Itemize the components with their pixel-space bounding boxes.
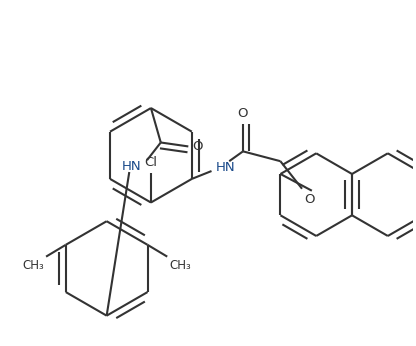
Text: O: O xyxy=(304,193,314,206)
Text: CH₃: CH₃ xyxy=(169,258,191,272)
Text: HN: HN xyxy=(215,161,235,174)
Text: HN: HN xyxy=(121,160,141,173)
Text: O: O xyxy=(238,107,248,120)
Text: Cl: Cl xyxy=(144,156,157,169)
Text: O: O xyxy=(192,140,203,153)
Text: CH₃: CH₃ xyxy=(22,258,44,272)
